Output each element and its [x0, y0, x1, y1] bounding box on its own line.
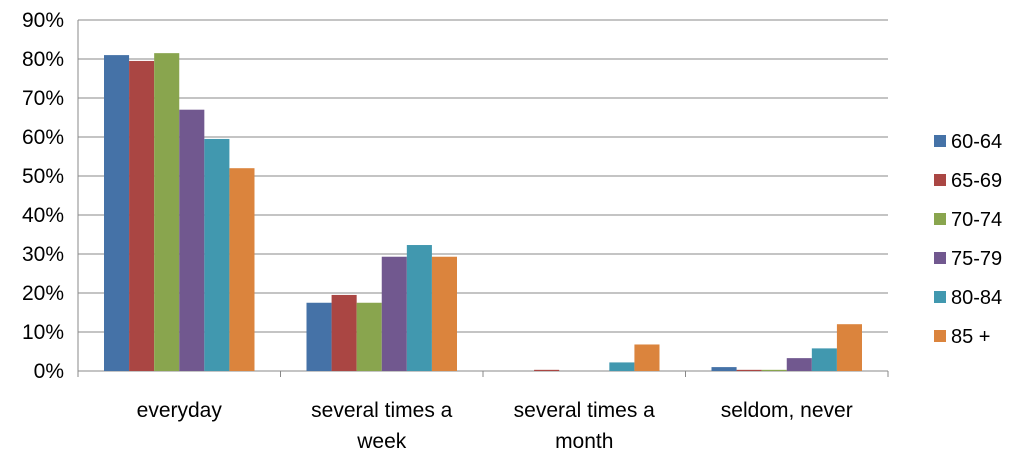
legend-swatch: [934, 291, 946, 303]
y-tick-label: 40%: [22, 204, 64, 227]
x-category-label: everyday: [137, 399, 223, 422]
legend-label: 60-64: [951, 131, 1002, 153]
bar-75-79-1: [381, 256, 407, 371]
y-tick-label: 10%: [22, 321, 64, 344]
legend-label: 70-74: [951, 209, 1002, 231]
bar-75-79-3: [786, 358, 812, 371]
bar-60-64-0: [104, 55, 130, 371]
y-tick-label: 60%: [22, 126, 64, 149]
legend-label: 65-69: [951, 170, 1002, 192]
bar-80-84-2: [609, 362, 635, 371]
y-tick-label: 50%: [22, 165, 64, 188]
y-tick-label: 70%: [22, 87, 64, 110]
y-tick-label: 30%: [22, 243, 64, 266]
bar-75-79-0: [179, 109, 205, 371]
bar-65-69-2: [534, 369, 560, 371]
legend-label: 80-84: [951, 287, 1002, 309]
bar-70-74-1: [356, 302, 382, 371]
legend-label: 75-79: [951, 248, 1002, 270]
legend-label: 85 +: [951, 326, 990, 348]
x-category-label: week: [356, 430, 407, 453]
bar-85--0: [229, 168, 255, 371]
bar-70-74-3: [761, 369, 787, 371]
bar-85--1: [431, 256, 457, 371]
y-tick-label: 20%: [22, 282, 64, 305]
y-tick-label: 90%: [22, 9, 64, 32]
legend-swatch: [934, 252, 946, 264]
bar-65-69-0: [129, 60, 155, 371]
bar-65-69-1: [331, 294, 357, 371]
bar-80-84-1: [406, 245, 432, 371]
bar-85--2: [634, 344, 660, 371]
y-tick-label: 0%: [34, 360, 64, 383]
x-category-label: several times a: [311, 399, 453, 422]
legend-swatch: [934, 174, 946, 186]
bar-70-74-0: [154, 53, 180, 372]
bar-60-64-1: [306, 302, 332, 371]
bar-80-84-3: [811, 348, 837, 371]
legend-swatch: [934, 330, 946, 342]
x-category-label: month: [555, 430, 613, 453]
legend-swatch: [934, 213, 946, 225]
bar-65-69-3: [736, 369, 762, 371]
legend-swatch: [934, 135, 946, 147]
bar-60-64-3: [711, 367, 737, 371]
y-tick-label: 80%: [22, 48, 64, 71]
bar-80-84-0: [204, 138, 230, 371]
x-category-label: seldom, never: [721, 399, 853, 422]
bar-85--3: [836, 324, 862, 371]
x-category-label: several times a: [514, 399, 656, 422]
